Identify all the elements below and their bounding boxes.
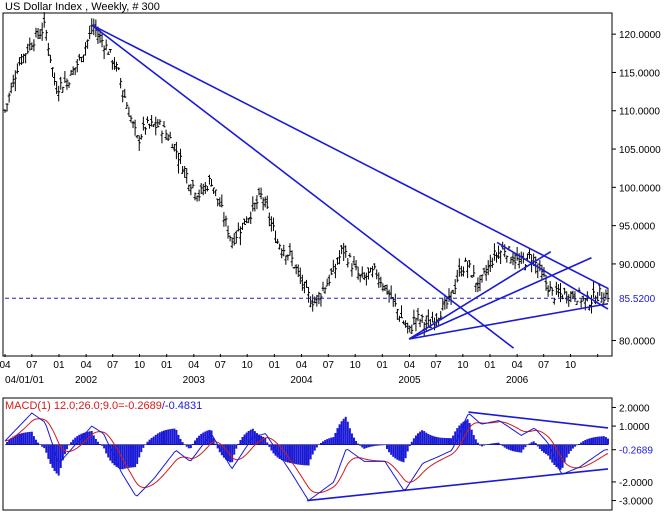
- trendlines: [91, 24, 609, 349]
- trendline: [409, 302, 609, 340]
- trendline: [91, 24, 609, 290]
- x-tick-month-label: 04: [296, 360, 308, 371]
- x-tick-month-label: 01: [53, 360, 65, 371]
- price-y-axis: 120.0000 115.0000 110.0000 105.0000 100.0000…: [612, 30, 661, 348]
- macd-y-tick-label: -0.2689: [619, 446, 653, 457]
- macd-label: MACD(1) 12.0;26.0;9.0=-0.2689/-0.4831: [5, 400, 202, 412]
- x-tick-month-label: 04: [188, 360, 200, 371]
- x-tick-month-label: 07: [107, 360, 119, 371]
- macd-y-tick-label: 2.0000: [619, 403, 650, 414]
- x-tick-month-label: 04: [0, 360, 11, 371]
- trendline: [408, 250, 552, 340]
- x-tick-month-label: 10: [350, 360, 362, 371]
- price-y-tick-label: 90.0000: [619, 260, 656, 271]
- macd-signal-line: [4, 418, 609, 494]
- x-tick-month-label: 04: [404, 360, 416, 371]
- current-price-line: 85.5200: [5, 294, 656, 305]
- x-tick-month-label: 10: [242, 360, 254, 371]
- macd-trendline: [307, 468, 609, 502]
- macd-trendlines: [307, 411, 609, 502]
- macd-y-tick-label: -3.0000: [619, 497, 653, 508]
- x-tick-month-label: 10: [565, 360, 577, 371]
- macd-trendline: [468, 411, 609, 429]
- price-y-tick-label: 120.0000: [619, 30, 661, 41]
- x-tick-month-label: 10: [457, 360, 469, 371]
- price-x-axis: 04 07 01 04 07 10 01 04 07 10 01 04 07 10 01 04 07 10 01 04…: [0, 354, 599, 386]
- price-y-tick-label: 115.0000: [619, 68, 660, 79]
- x-tick-month-label: 07: [323, 360, 335, 371]
- macd-y-axis: 2.0000 1.0000 -0.2689 -2.0000 -3.0000: [612, 403, 653, 508]
- trendline: [91, 24, 515, 349]
- x-tick-year-label: 2002: [75, 375, 98, 386]
- ohlc-bars: [3, 12, 610, 337]
- x-tick-month-label: 07: [26, 360, 38, 371]
- trendline: [496, 241, 609, 310]
- x-tick-year-label: 2006: [506, 375, 529, 386]
- x-tick-year-label: 2005: [398, 375, 421, 386]
- price-y-tick-label: 80.0000: [619, 337, 656, 348]
- x-tick-month-label: 07: [538, 360, 550, 371]
- price-chart-title: US Dollar Index , Weekly, # 300: [5, 1, 160, 13]
- price-y-tick-label: 105.0000: [619, 145, 661, 156]
- macd-lines: [4, 412, 609, 502]
- price-y-tick-label: 110.0000: [619, 107, 660, 118]
- x-tick-month-label: 04: [512, 360, 524, 371]
- x-tick-year-label: 04/01/01: [5, 375, 44, 386]
- macd-y-tick-label: 1.0000: [619, 422, 650, 433]
- x-tick-month-label: 01: [269, 360, 281, 371]
- price-panel-frame: [2, 12, 613, 357]
- x-tick-year-label: 2003: [183, 375, 206, 386]
- macd-y-tick-label: -2.0000: [619, 478, 653, 489]
- x-tick-month-label: 01: [484, 360, 496, 371]
- price-y-tick-label: 100.0000: [619, 183, 661, 194]
- trendline: [408, 257, 592, 340]
- x-tick-month-label: 04: [81, 360, 93, 371]
- x-tick-month-label: 01: [161, 360, 173, 371]
- x-tick-month-label: 07: [430, 360, 442, 371]
- x-tick-month-label: 07: [215, 360, 227, 371]
- macd-main-line: [4, 412, 608, 502]
- x-tick-month-label: 01: [377, 360, 389, 371]
- price-y-tick-label: 95.0000: [619, 222, 656, 233]
- current-price-label: 85.5200: [619, 294, 656, 305]
- x-tick-month-label: 10: [134, 360, 146, 371]
- x-tick-year-label: 2004: [290, 375, 313, 386]
